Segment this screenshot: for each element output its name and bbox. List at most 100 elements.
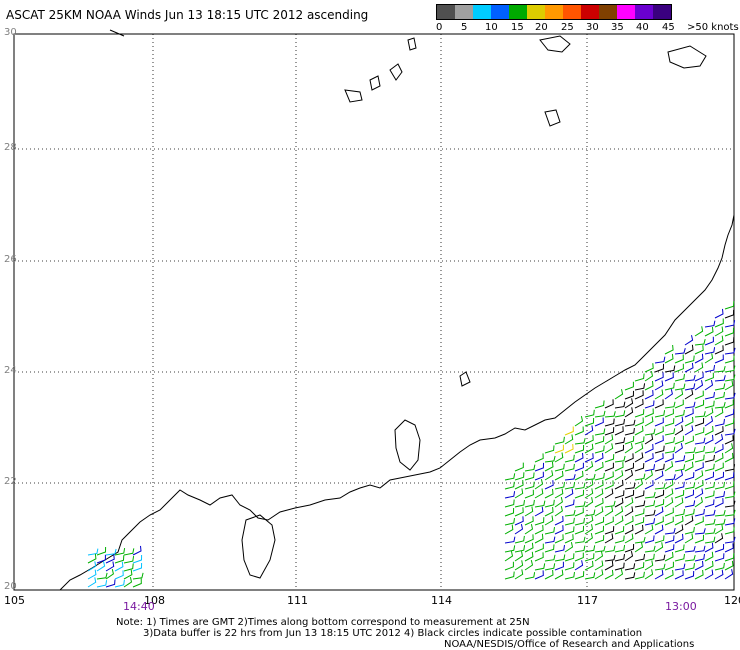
wind-barb <box>132 578 142 588</box>
wind-barb <box>674 409 685 418</box>
wind-barb <box>594 461 604 472</box>
wind-barb <box>524 499 535 508</box>
wind-barb <box>604 462 614 472</box>
wind-barb <box>714 518 726 526</box>
wind-barb <box>87 569 97 580</box>
wind-barb <box>634 508 645 517</box>
wind-barb <box>684 570 695 580</box>
wind-barb <box>594 535 605 544</box>
wind-barb <box>654 410 666 418</box>
wind-barb <box>654 453 664 463</box>
wind-barb <box>694 496 703 508</box>
wind-barb <box>664 474 676 481</box>
wind-barb <box>654 524 664 535</box>
wind-barb <box>604 443 614 454</box>
wind-barb <box>724 509 736 517</box>
wind-barb <box>654 499 665 508</box>
wind-barb <box>554 470 564 481</box>
legend-label: 5 <box>461 22 468 33</box>
wind-barb <box>664 408 674 418</box>
wind-barb <box>684 554 696 562</box>
wind-barb <box>544 480 554 490</box>
wind-barb <box>504 499 515 508</box>
wind-barb <box>614 526 625 535</box>
wind-barb <box>574 560 584 571</box>
wind-barb <box>724 418 735 427</box>
wind-barb <box>654 563 666 571</box>
wind-barb <box>544 499 555 508</box>
wind-barb <box>614 437 626 445</box>
wind-barb <box>714 498 724 508</box>
wind-barb <box>694 362 704 373</box>
wind-barb <box>544 470 554 481</box>
wind-barb <box>694 454 705 463</box>
wind-barb <box>664 561 674 571</box>
wind-barb <box>604 434 614 445</box>
wind-barb <box>694 545 706 553</box>
wind-barb <box>654 554 666 562</box>
wind-barb <box>694 326 704 337</box>
wind-barb <box>644 518 656 526</box>
wind-barb <box>724 464 736 472</box>
wind-barb <box>654 426 664 436</box>
wind-barb <box>634 500 646 508</box>
footer-note-1: Note: 1) Times are GMT 2)Times along bot… <box>116 617 530 628</box>
wind-barb <box>614 426 624 436</box>
wind-barb <box>694 480 704 490</box>
wind-barb <box>96 554 106 564</box>
wind-barb <box>714 335 724 346</box>
wind-barb <box>684 383 696 391</box>
wind-barb <box>514 551 524 562</box>
wind-barb <box>704 372 714 382</box>
wind-barb <box>704 379 714 391</box>
wind-barb <box>554 554 566 562</box>
wind-barb <box>132 545 142 556</box>
wind-barb <box>714 462 724 472</box>
lat-tick-label: 24 <box>4 365 17 376</box>
wind-barb <box>614 554 625 562</box>
wind-barb <box>674 363 684 373</box>
wind-barb <box>724 399 734 409</box>
wind-barb <box>504 571 515 580</box>
wind-barb <box>664 453 674 463</box>
lon-tick-label: 108 <box>144 594 165 607</box>
wind-barb <box>634 524 644 535</box>
legend-swatch <box>617 5 635 19</box>
wind-speed-legend: 0 5 10 15 20 25 30 35 40 45 >50 knots <box>436 4 739 34</box>
wind-barb <box>684 472 695 481</box>
wind-barb <box>614 389 624 400</box>
wind-barb <box>123 569 133 580</box>
wind-barb <box>564 509 576 517</box>
wind-barb <box>564 562 575 571</box>
wind-barb <box>624 516 634 526</box>
wind-barb <box>624 381 634 391</box>
wind-barb <box>594 516 605 526</box>
wind-barb <box>684 500 696 508</box>
wind-barb <box>674 509 685 517</box>
wind-barb <box>634 399 644 409</box>
wind-barb <box>574 489 584 499</box>
wind-barb <box>654 380 664 391</box>
wind-barb <box>714 383 726 391</box>
wind-barb <box>644 428 656 436</box>
wind-barb <box>704 509 716 517</box>
wind-barb <box>534 533 544 544</box>
pass-time-left: 14:40 <box>123 600 155 613</box>
wind-barb <box>704 407 714 418</box>
wind-barb <box>684 425 694 436</box>
wind-barb <box>534 478 544 490</box>
wind-barb <box>534 563 546 571</box>
wind-barb <box>644 453 654 463</box>
wind-barb <box>114 561 124 572</box>
wind-barb <box>614 562 625 571</box>
wind-barb <box>123 563 134 572</box>
wind-barb <box>694 353 704 364</box>
wind-barb <box>714 569 724 580</box>
wind-barb <box>524 559 534 571</box>
wind-barb <box>614 497 624 508</box>
wind-barb <box>534 570 544 580</box>
wind-barb <box>694 390 704 400</box>
wind-barb <box>524 506 534 517</box>
wind-barb <box>684 355 695 364</box>
